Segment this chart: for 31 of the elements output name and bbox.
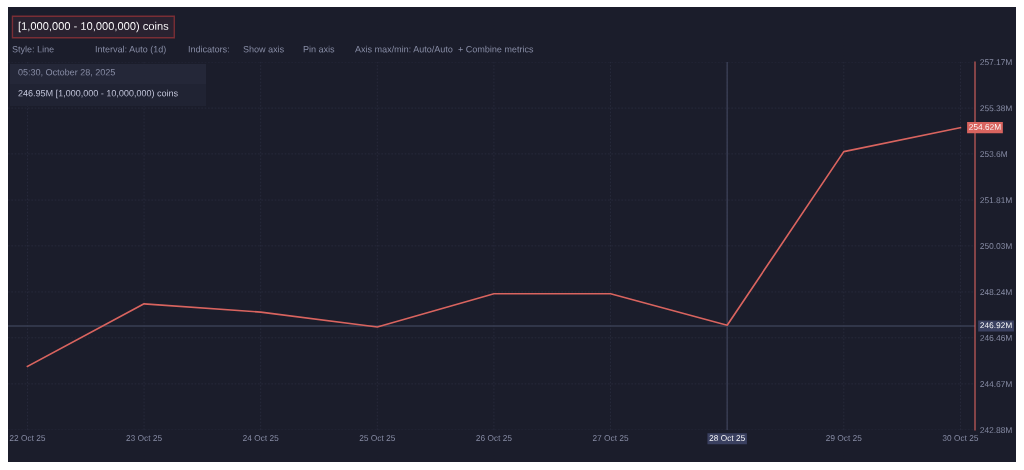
annotation: 05:30, October 28, 2025 [18,68,115,77]
text: Indicators: [188,45,229,53]
data-label: 254.62M [969,124,1001,130]
text: Show axis [243,45,284,53]
x-tick-label: 29 Oct 25 [826,435,862,441]
ref-line-label: 246.92M [980,322,1012,329]
x-tick-label: 27 Oct 25 [592,435,629,441]
x-tick-label: 28 Oct 25 [709,435,745,441]
text: Interval: Auto (1d) [95,45,166,55]
y-tick-label: 242.88M [980,427,1012,434]
text: + Combine metrics [458,45,534,53]
x-tick-label: 23 Oct 25 [126,435,162,441]
text: Style: Line [12,45,54,55]
chart-title: [1,000,000 - 10,000,000) coins [18,21,169,33]
y-tick-label: 257.17M [980,59,1012,66]
text: Axis max/min: Auto/Auto [355,45,453,53]
y-tick-label: 246.46M [980,335,1012,341]
y-tick-label: 248.24M [980,289,1012,296]
x-tick-label: 26 Oct 25 [476,435,512,441]
y-tick-label: 253.6M [980,151,1007,158]
x-tick-label: 22 Oct 25 [9,435,46,441]
annotation: 246.95M [1,000,000 - 10,000,000) coins [18,89,178,99]
line-series [26,126,962,368]
y-tick-label: 255.38M [980,105,1012,112]
y-tick-label: 250.03M [980,243,1012,249]
x-tick-label: 30 Oct 25 [942,435,979,441]
y-tick-label: 244.67M [980,381,1012,387]
x-tick-label: 25 Oct 25 [359,435,396,441]
text: Pin axis [303,45,335,53]
x-tick-label: 24 Oct 25 [243,435,279,441]
y-tick-label: 251.81M [980,197,1012,204]
